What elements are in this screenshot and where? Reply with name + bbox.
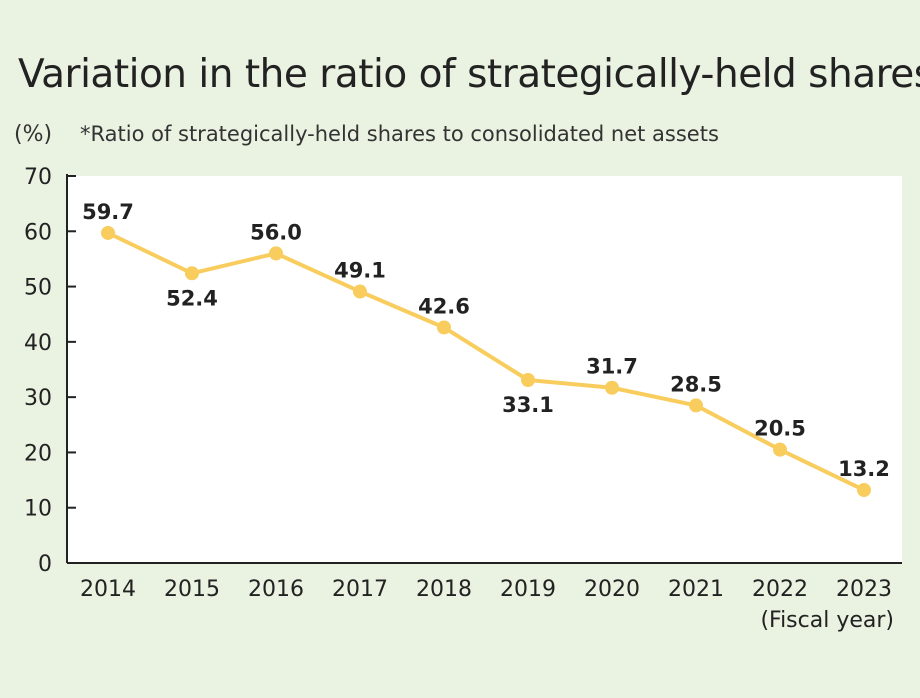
data-label: 31.7 xyxy=(586,355,638,379)
x-tick-label: 2018 xyxy=(416,577,472,602)
axes xyxy=(66,174,902,564)
y-axis-unit-label: (%) xyxy=(14,122,53,147)
data-point xyxy=(101,225,115,240)
data-point xyxy=(689,398,703,413)
data-labels: 59.7 52.4 56.0 49.1 42.6 33.1 31.7 28.5 20.5 13.2 xyxy=(82,200,890,481)
tick-labels: 0 10 20 30 40 50 60 70 2014 2015 2016 2017 2018 2019 2… xyxy=(24,165,892,602)
x-tick-label: 2014 xyxy=(80,577,136,602)
x-tick-label: 2019 xyxy=(500,577,556,602)
y-tick-label: 70 xyxy=(24,165,52,190)
x-tick-label: 2017 xyxy=(332,577,388,602)
data-label: 20.5 xyxy=(754,417,806,441)
data-point xyxy=(437,320,451,335)
y-tick-label: 20 xyxy=(24,441,52,466)
x-tick-label: 2020 xyxy=(584,577,640,602)
plot-area xyxy=(67,176,902,563)
data-label: 49.1 xyxy=(334,259,386,283)
data-label: 42.6 xyxy=(418,294,470,318)
data-point xyxy=(521,373,535,388)
series-line-group xyxy=(107,231,865,492)
data-label: 56.0 xyxy=(250,220,302,244)
data-label: 13.2 xyxy=(838,457,890,481)
data-label: 28.5 xyxy=(670,372,722,396)
y-tick-label: 0 xyxy=(38,552,52,577)
x-axis-label: (Fiscal year) xyxy=(760,608,894,633)
y-tick-label: 50 xyxy=(24,276,52,301)
chart-title: Variation in the ratio of strategically-… xyxy=(18,52,920,97)
y-tick-label: 30 xyxy=(24,386,52,411)
data-point xyxy=(857,483,871,498)
x-tick-label: 2021 xyxy=(668,577,724,602)
data-label: 59.7 xyxy=(82,200,134,224)
chart-note: *Ratio of strategically-held shares to c… xyxy=(80,122,719,146)
series-line xyxy=(107,231,865,492)
x-tick-label: 2022 xyxy=(752,577,808,602)
data-label: 52.4 xyxy=(166,286,218,310)
data-point xyxy=(353,284,367,299)
x-tick-label: 2023 xyxy=(836,577,892,602)
data-point xyxy=(185,266,199,281)
y-tick-label: 10 xyxy=(24,497,52,522)
x-tick-label: 2016 xyxy=(248,577,304,602)
y-tick-label: 60 xyxy=(24,220,52,245)
data-point xyxy=(269,246,283,261)
data-points xyxy=(101,225,871,498)
x-tick-label: 2015 xyxy=(164,577,220,602)
y-tick-label: 40 xyxy=(24,331,52,356)
data-point xyxy=(773,442,787,457)
data-label: 33.1 xyxy=(502,393,554,417)
data-point xyxy=(605,380,619,395)
